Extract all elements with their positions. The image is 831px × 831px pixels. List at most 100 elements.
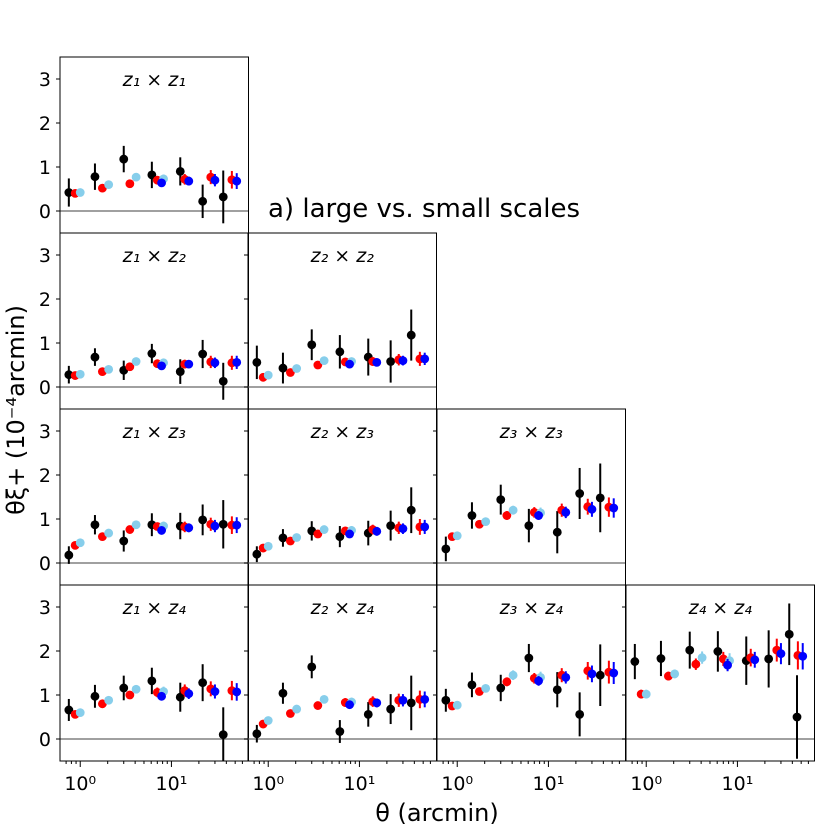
point-blue-1 [372,526,382,536]
point-black-2 [307,662,317,672]
point-black-2 [119,154,129,164]
point-lightblue-0 [263,716,273,725]
point-black-0 [64,705,74,715]
point-blue-0 [345,700,354,710]
point-black-1 [656,654,666,663]
panel-data [252,309,430,384]
point-black-1 [278,688,288,698]
point-blue-3 [232,520,242,530]
point-red-2 [125,690,135,700]
point-blue-3 [420,354,430,364]
x-tick-label-0: 10⁰ [441,773,473,795]
point-black-0 [64,550,74,560]
panel-title: z₂ × z₄ [310,597,375,619]
point-black-5 [198,515,208,525]
point-black-6 [218,730,228,739]
point-blue-1 [184,176,194,186]
point-lightblue-1 [481,684,491,693]
point-black-0 [441,695,451,705]
point-blue-0 [157,526,166,535]
point-black-6 [218,519,228,529]
point-black-3 [147,676,157,686]
panel-data [64,145,242,224]
point-blue-2 [776,649,786,659]
point-blue-2 [587,504,597,514]
y-axis-label: θξ+ (10⁻⁴arcmin) [2,305,30,515]
point-lightblue-0 [263,541,273,551]
point-black-3 [713,647,723,656]
point-lightblue-1 [104,695,114,705]
point-blue-0 [345,359,354,369]
point-blue-2 [398,524,408,534]
y-tick-label-0: 0 [39,201,51,223]
panel-data [252,655,430,743]
point-black-4 [552,527,562,537]
point-red-2 [691,659,701,669]
point-blue-0 [157,178,166,188]
y-tick-label-2: 2 [39,641,51,663]
point-blue-1 [561,673,571,682]
y-tick-label-0: 0 [39,377,51,399]
panel-frame [625,584,815,762]
point-blue-3 [420,695,430,704]
y-tick-label-3: 3 [39,421,51,443]
panels-layer: z₁ × z₁ 0 1 2 3 z₁ × z₂ 0 1 2 3 z₂ × z₂ z₁ × z₃ 0 1 2 3… [39,56,815,795]
point-black-6 [784,629,794,639]
point-lightblue-2 [131,172,141,182]
point-black-5 [198,349,208,359]
point-black-4 [175,692,185,702]
panel-z1xz1: z₁ × z₁ 0 1 2 3 [39,56,249,234]
point-black-5 [198,196,208,206]
point-blue-3 [232,357,242,367]
point-blue-0 [157,361,166,371]
point-black-1 [90,691,100,701]
y-tick-label-2: 2 [39,289,51,311]
point-lightblue-1 [670,669,680,679]
panel-z1xz3: z₁ × z₃ 0 1 2 3 [39,408,249,586]
point-black-4 [175,167,185,176]
point-black-5 [198,678,208,688]
point-black-3 [335,727,345,736]
point-black-6 [406,330,416,340]
point-lightblue-0 [263,370,273,380]
point-blue-1 [372,357,382,367]
y-tick-label-1: 1 [39,157,51,179]
point-black-6 [218,376,228,386]
point-blue-3 [609,668,619,678]
point-lightblue-1 [481,517,491,527]
panel-z4xz4: z₄ × z₄ 10⁰ 10¹ [622,584,815,795]
point-lightblue-1 [292,533,302,542]
point-black-0 [252,549,262,559]
x-tick-label-0: 10⁰ [630,773,662,795]
y-tick-label-1: 1 [39,509,51,531]
panel-z3xz4: z₃ × z₄ 10⁰ 10¹ [433,584,626,795]
panel-data [64,664,242,761]
point-blue-1 [372,698,382,708]
point-black-1 [467,511,477,520]
panel-data [630,603,808,759]
y-tick-label-1: 1 [39,333,51,355]
point-blue-3 [232,176,242,186]
point-lightblue-2 [319,356,329,365]
x-tick-label-1: 10¹ [344,773,376,795]
point-blue-0 [345,529,354,539]
panel-data [64,339,242,400]
point-black-5 [575,709,585,719]
point-black-3 [147,349,157,358]
point-blue-0 [534,676,543,686]
point-black-6 [595,670,605,680]
point-lightblue-0 [641,689,651,699]
point-blue-1 [184,359,194,369]
point-black-5 [764,654,774,664]
panel-title: z₃ × z₃ [499,421,563,443]
point-blue-1 [184,689,194,699]
point-lightblue-1 [104,528,114,538]
point-lightblue-1 [104,180,114,190]
x-tick-label-0: 10⁰ [252,773,284,795]
point-red-2 [313,701,323,710]
annotation-text: a) large vs. small scales [268,194,580,224]
point-black-2 [496,683,506,693]
point-blue-3 [798,651,808,661]
panel-z3xz3: z₃ × z₃ [433,408,626,586]
panel-title: z₃ × z₄ [499,597,564,619]
